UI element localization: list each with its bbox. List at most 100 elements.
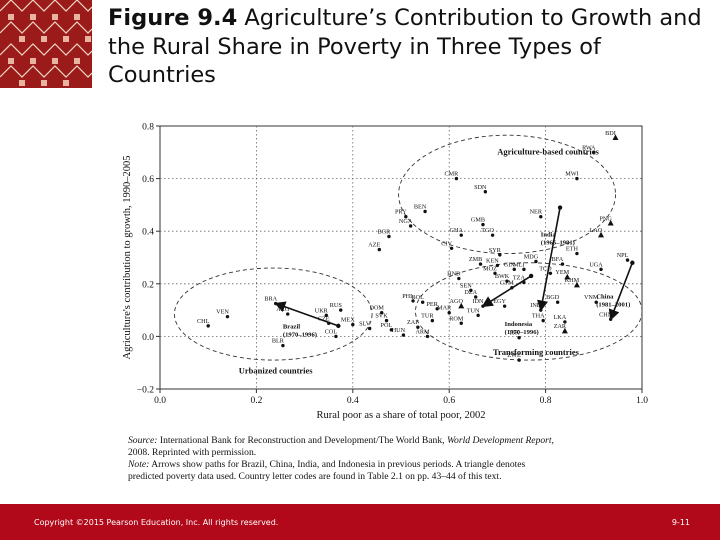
point-label: BGD xyxy=(546,294,560,301)
point-label: PHL xyxy=(402,293,414,300)
group-ellipse xyxy=(415,262,643,361)
data-point xyxy=(380,311,384,315)
data-point xyxy=(384,318,389,323)
data-point xyxy=(286,312,290,316)
x-axis-label: Rural poor as a share of total poor, 200… xyxy=(317,410,486,421)
data-point xyxy=(517,358,521,362)
y-tick-label: −0.2 xyxy=(137,386,154,396)
data-point xyxy=(490,233,495,237)
x-tick-label: 0.8 xyxy=(540,396,552,406)
data-point xyxy=(457,276,461,281)
data-point xyxy=(387,234,391,239)
group-label: Urbanized countries xyxy=(239,366,314,376)
point-label: BDI xyxy=(605,130,616,137)
point-label: GMB xyxy=(471,217,485,224)
point-label: CMR xyxy=(445,171,460,178)
y-tick-label: 0.2 xyxy=(142,280,154,290)
source-prefix: Source: xyxy=(128,435,158,446)
path-arrow xyxy=(608,262,634,321)
data-point xyxy=(498,253,502,257)
x-tick-label: 0.4 xyxy=(347,396,359,406)
point-label: NGA xyxy=(399,218,413,225)
data-point-triangle xyxy=(458,302,465,309)
data-point xyxy=(401,333,406,337)
path-start-point xyxy=(557,205,563,210)
point-label: VNM xyxy=(584,294,599,301)
point-label: UKR xyxy=(315,307,329,314)
publisher-logo xyxy=(0,0,92,88)
point-label: CIV xyxy=(441,240,452,247)
point-label: AZE xyxy=(368,242,380,249)
data-point xyxy=(560,262,565,266)
data-point xyxy=(447,311,451,315)
data-point xyxy=(555,300,560,304)
point-label: MWI xyxy=(565,171,578,178)
point-label: ROM xyxy=(449,315,464,322)
point-label: ZWE xyxy=(507,352,521,359)
point-label: BRA xyxy=(264,296,277,303)
point-label: HUN xyxy=(392,327,406,334)
scatter-chart: 0.0 0.2 0.4 0.6 0.8 1.0−0.20.00.20.40.60.8Rur… xyxy=(122,123,648,422)
point-label: THA xyxy=(532,313,545,320)
data-point xyxy=(423,209,427,214)
data-point-triangle xyxy=(564,273,571,280)
path-label: Indonesia (1970–1996) xyxy=(505,321,539,336)
point-label: ARG xyxy=(276,306,290,313)
data-point xyxy=(459,233,463,237)
page-number: 9-11 xyxy=(671,518,690,527)
x-tick-label: 1.0 xyxy=(636,396,648,406)
data-point xyxy=(334,334,338,339)
group-label: Transforming countries xyxy=(493,347,580,357)
point-label: PRY xyxy=(395,209,407,216)
data-point xyxy=(459,321,463,325)
data-point xyxy=(575,176,579,181)
point-label: SLV xyxy=(359,321,371,328)
data-point xyxy=(416,325,420,329)
point-label: RUS xyxy=(330,302,343,309)
point-label: DOM xyxy=(369,305,384,312)
data-point xyxy=(608,317,613,322)
data-point xyxy=(454,176,459,181)
footer-bar: Copyright ©2015 Pearson Education, Inc. … xyxy=(0,504,720,540)
point-label: YEM xyxy=(555,269,569,276)
group-ellipse xyxy=(398,134,616,255)
data-point xyxy=(625,258,630,262)
point-label: DZA xyxy=(464,289,477,296)
data-point xyxy=(430,318,435,323)
point-label: PER xyxy=(426,301,438,308)
data-point xyxy=(512,267,516,272)
source-line-2: 2008. Reprinted with permission. xyxy=(128,447,257,458)
point-label: BOL xyxy=(412,294,425,301)
data-point xyxy=(404,215,408,219)
path-start-point xyxy=(630,260,635,265)
y-tick-label: 0.0 xyxy=(142,333,154,343)
point-label: TZA xyxy=(513,274,526,281)
data-point xyxy=(502,304,507,308)
data-point xyxy=(339,308,343,312)
data-point xyxy=(435,307,439,311)
data-point xyxy=(425,334,430,339)
point-label: EGY xyxy=(493,298,506,305)
data-point xyxy=(539,308,543,312)
data-point xyxy=(478,262,483,266)
path-arrow xyxy=(537,207,561,312)
point-label: IDN xyxy=(472,298,484,305)
point-label: NER xyxy=(530,209,543,216)
data-point xyxy=(474,295,478,299)
data-point xyxy=(225,314,230,319)
point-label: GIN xyxy=(504,261,516,268)
source-note: Source: International Bank for Reconstru… xyxy=(128,435,668,483)
point-label: ZAF xyxy=(407,319,419,326)
point-label: TCD xyxy=(539,265,552,272)
note-line-2: predicted poverty data used. Country let… xyxy=(128,471,502,482)
x-tick-label: 0.6 xyxy=(443,396,455,406)
data-point xyxy=(541,318,545,323)
data-point xyxy=(493,271,497,275)
point-label: ZMB xyxy=(469,256,482,263)
data-point xyxy=(469,288,473,293)
plot-frame xyxy=(159,125,643,390)
data-point xyxy=(522,267,526,272)
point-label: IND xyxy=(530,302,542,309)
path-start-point xyxy=(528,273,534,279)
y-tick-label: 0.8 xyxy=(142,123,154,133)
